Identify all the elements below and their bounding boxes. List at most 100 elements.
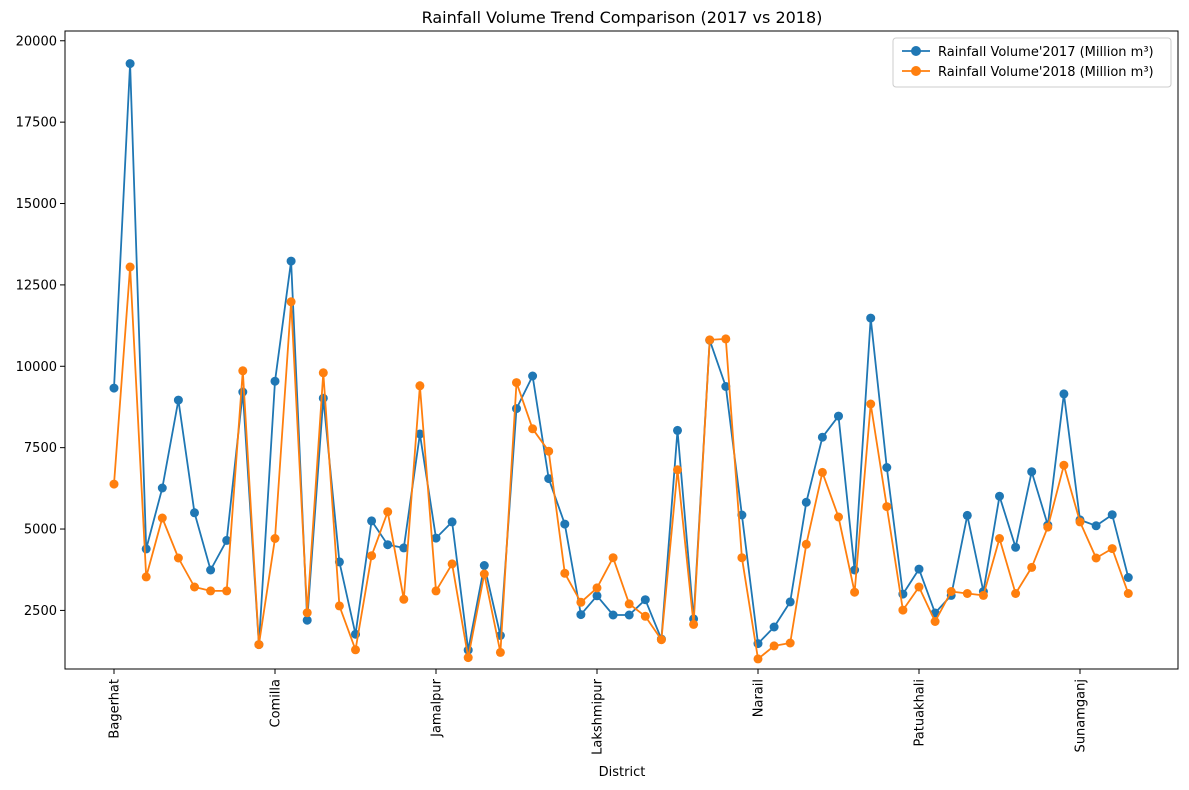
series-1-point: [141, 572, 151, 582]
series-1-point: [463, 653, 473, 663]
series-0-point: [383, 540, 393, 550]
series-1-point: [930, 617, 940, 626]
series-1-point: [1011, 589, 1021, 598]
series-1-point: [640, 611, 650, 621]
series-1-point: [190, 582, 199, 592]
series-1-point: [479, 569, 489, 579]
series-1-point: [737, 553, 747, 563]
legend-marker-2017: [911, 46, 921, 56]
series-1-point: [206, 586, 216, 596]
series-1-point: [673, 465, 682, 475]
legend: Rainfall Volume'2017 (Million m³) Rainfa…: [892, 37, 1172, 88]
series-0-point: [769, 622, 779, 632]
series-line-0: [113, 62, 1130, 651]
y-tick-label: 7500: [24, 441, 57, 456]
series-0-point: [640, 595, 650, 605]
series-0-point: [608, 610, 618, 620]
series-1-point: [270, 534, 280, 543]
series-1-point: [399, 594, 409, 604]
series-1-point: [495, 647, 505, 657]
series-0-point: [592, 591, 602, 601]
series-0-point: [850, 565, 860, 575]
series-0-point: [415, 429, 425, 439]
y-tick-label: 12500: [16, 278, 57, 293]
series-1-point: [689, 619, 699, 629]
y-axis: 2500 5000 7500 10000 12500 15000 17500 20000: [16, 34, 65, 619]
x-tick-label: Comilla: [269, 679, 284, 728]
series-1-point: [608, 553, 618, 563]
x-tick-label: Jamalpur: [430, 678, 445, 738]
series-1-point: [173, 553, 183, 563]
series-1-point: [898, 605, 908, 615]
series-0-point: [206, 565, 216, 575]
series-1-point: [753, 654, 763, 664]
series-1-point: [528, 424, 538, 434]
x-axis-title: District: [599, 765, 646, 780]
series-1-point: [995, 534, 1004, 543]
series-0-point: [721, 382, 731, 391]
series-0-point: [367, 516, 377, 526]
series-1-point: [383, 507, 393, 517]
plot-series: [109, 59, 1133, 664]
series-0-point: [834, 411, 843, 421]
series-0-point: [125, 59, 135, 69]
series-0-point: [1091, 521, 1101, 531]
series-0-point: [801, 497, 811, 507]
series-1-point: [1059, 460, 1069, 470]
plot-frame: [64, 30, 1179, 670]
series-1-point: [351, 645, 360, 655]
series-1-point: [1123, 589, 1133, 598]
series-0-point: [914, 564, 924, 574]
series-0-point: [1107, 510, 1117, 520]
chart-title: Rainfall Volume Trend Comparison (2017 v…: [422, 8, 823, 27]
series-0-point: [576, 610, 586, 620]
y-tick-label: 5000: [24, 523, 57, 538]
series-1-point: [109, 479, 119, 489]
series-1-point: [512, 378, 521, 388]
series-0-point: [173, 395, 183, 405]
series-0-point: [817, 432, 827, 442]
series-1-point: [544, 446, 554, 456]
series-0-point: [512, 404, 521, 414]
series-0-point: [673, 425, 682, 435]
series-1-point: [866, 399, 876, 409]
series-1-point: [946, 587, 956, 596]
series-1-point: [801, 539, 811, 549]
series-0-point: [238, 387, 248, 397]
series-1-point: [624, 599, 634, 609]
series-1-point: [254, 640, 264, 650]
x-tick-label: Narail: [752, 679, 767, 717]
series-1-point: [302, 608, 312, 618]
series-1-point: [592, 583, 602, 593]
series-1-point: [447, 559, 457, 569]
series-0-point: [866, 313, 876, 323]
series-1-point: [318, 368, 328, 378]
series-1-point: [834, 512, 843, 522]
series-1-point: [157, 513, 167, 523]
series-0-point: [962, 510, 972, 520]
series-0-point: [447, 517, 457, 527]
series-0-point: [399, 543, 409, 553]
x-tick-label: Sunamganj: [1074, 679, 1089, 752]
x-axis: Bagerhat Comilla Jamalpur Lakshmipur Narail P…: [108, 669, 1089, 755]
y-tick-label: 10000: [16, 360, 57, 375]
series-1-point: [1107, 544, 1117, 554]
series-0-point: [785, 597, 795, 607]
series-1-point: [222, 586, 232, 596]
series-0-point: [318, 393, 328, 403]
series-1-point: [125, 262, 135, 272]
series-1-point: [286, 297, 296, 307]
series-0-point: [882, 463, 892, 472]
y-tick-label: 15000: [16, 197, 57, 212]
series-0-point: [431, 533, 441, 543]
series-line-1: [113, 266, 1130, 660]
legend-label-2018: Rainfall Volume'2018 (Million m³): [938, 65, 1154, 80]
series-0-point: [995, 491, 1004, 501]
series-1-point: [576, 597, 586, 607]
series-1-point: [785, 638, 795, 648]
series-1-point: [705, 335, 715, 345]
series-1-point: [1075, 517, 1085, 527]
legend-box: [892, 37, 1172, 88]
x-tick-label: Patuakhali: [913, 679, 928, 746]
y-tick-label: 17500: [16, 116, 57, 131]
